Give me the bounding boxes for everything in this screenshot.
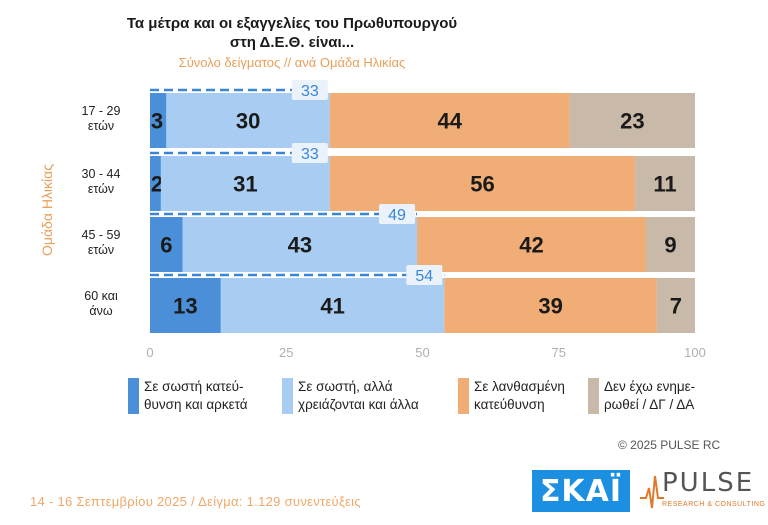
bar-segment bbox=[150, 93, 167, 148]
bar-segment bbox=[150, 278, 221, 333]
total-label: 33 bbox=[301, 146, 319, 163]
data-label: 13 bbox=[173, 294, 197, 319]
data-label: 44 bbox=[438, 109, 463, 134]
row-separator bbox=[150, 212, 695, 215]
category-label: ετών bbox=[88, 119, 114, 133]
row-separator bbox=[150, 151, 695, 154]
data-label: 31 bbox=[233, 172, 257, 197]
legend-item: Σε λανθασμένη κατεύθυνση bbox=[458, 378, 565, 414]
legend-item: Σε σωστή, αλλά χρειάζονται και άλλα bbox=[282, 378, 419, 414]
bar-segment bbox=[166, 93, 330, 148]
bar-segment bbox=[150, 156, 161, 211]
total-label-box bbox=[406, 265, 443, 285]
data-label: 23 bbox=[620, 109, 644, 134]
total-label: 33 bbox=[301, 83, 319, 100]
legend-label: Δεν έχω ενημε- ρωθεί / ΔΓ / ΔΑ bbox=[604, 379, 696, 412]
bar-segment bbox=[444, 278, 657, 333]
skai-logo: ΣΚΑΪ bbox=[532, 470, 630, 512]
category-label: 45 - 59 bbox=[82, 228, 121, 242]
chart-title-line1: Τα μέτρα και οι εξαγγελίες του Πρωθυπουρ… bbox=[126, 15, 458, 32]
pulse-logo-subtext: RESEARCH & CONSULTING bbox=[662, 501, 766, 508]
bar-segment bbox=[150, 217, 183, 272]
data-label: 39 bbox=[538, 294, 562, 319]
category-label: ετών bbox=[88, 182, 114, 196]
bar-segment bbox=[329, 156, 636, 211]
category-label: 17 - 29 bbox=[82, 104, 121, 118]
bar-segment bbox=[635, 156, 695, 211]
x-tick-label: 75 bbox=[552, 345, 566, 360]
chart-subtitle: Σύνολο δείγματος // ανά Ομάδα Ηλικίας bbox=[178, 55, 406, 70]
legend-swatch bbox=[588, 378, 599, 414]
data-label: 2 bbox=[151, 172, 163, 197]
pulse-heartbeat-icon bbox=[640, 475, 664, 509]
x-tick-label: 100 bbox=[684, 345, 706, 360]
legend-swatch bbox=[282, 378, 293, 414]
data-label: 42 bbox=[519, 233, 543, 258]
category-label: άνω bbox=[89, 304, 112, 318]
legend-swatch bbox=[458, 378, 469, 414]
chart-title-line2: στη Δ.Ε.Θ. είναι... bbox=[229, 34, 355, 51]
total-label: 49 bbox=[388, 207, 406, 224]
data-label: 9 bbox=[664, 233, 676, 258]
total-label-box bbox=[379, 204, 416, 224]
data-label: 7 bbox=[670, 294, 682, 319]
total-label-box bbox=[291, 143, 328, 163]
category-label: 60 και bbox=[84, 289, 118, 303]
x-tick-label: 0 bbox=[146, 345, 153, 360]
legend-swatch bbox=[128, 378, 139, 414]
y-axis-label: Ομάδα Ηλικίας bbox=[39, 164, 55, 256]
data-label: 6 bbox=[160, 233, 172, 258]
data-label: 43 bbox=[288, 233, 312, 258]
category-label: ετών bbox=[88, 243, 114, 257]
bar-segment bbox=[329, 93, 570, 148]
total-label: 54 bbox=[415, 268, 433, 285]
bar-segment bbox=[656, 278, 695, 333]
data-label: 3 bbox=[151, 109, 163, 134]
pulse-logo-text: PULSE bbox=[662, 468, 755, 498]
bar-segment bbox=[417, 217, 646, 272]
legend-label: Σε λανθασμένη κατεύθυνση bbox=[474, 379, 565, 412]
bar-segment bbox=[182, 217, 418, 272]
legend-label: Σε σωστή, αλλά χρειάζονται και άλλα bbox=[298, 379, 419, 412]
bar-segment bbox=[160, 156, 330, 211]
data-label: 30 bbox=[236, 109, 260, 134]
legend-label: Σε σωστή κατεύ- θυνση και αρκετά bbox=[144, 379, 248, 412]
data-label: 56 bbox=[470, 172, 494, 197]
pulse-logo: PULSE RESEARCH & CONSULTING bbox=[640, 468, 765, 512]
bar-segment bbox=[569, 93, 695, 148]
total-label-box bbox=[291, 80, 328, 100]
data-label: 11 bbox=[653, 172, 676, 197]
copyright: © 2025 PULSE RC bbox=[618, 438, 721, 452]
x-tick-label: 50 bbox=[415, 345, 429, 360]
category-label: 30 - 44 bbox=[82, 167, 121, 181]
legend-item: Δεν έχω ενημε- ρωθεί / ΔΓ / ΔΑ bbox=[588, 378, 695, 414]
data-label: 41 bbox=[320, 294, 344, 319]
bar-segment bbox=[220, 278, 445, 333]
survey-footer: 14 - 16 Σεπτεμβρίου 2025 / Δείγμα: 1.129… bbox=[30, 494, 361, 509]
bar-segment bbox=[645, 217, 695, 272]
chart-title: Τα μέτρα και οι εξαγγελίες του Πρωθυπουρ… bbox=[112, 14, 472, 52]
legend-item: Σε σωστή κατεύ- θυνση και αρκετά bbox=[128, 378, 248, 414]
x-tick-label: 25 bbox=[279, 345, 293, 360]
